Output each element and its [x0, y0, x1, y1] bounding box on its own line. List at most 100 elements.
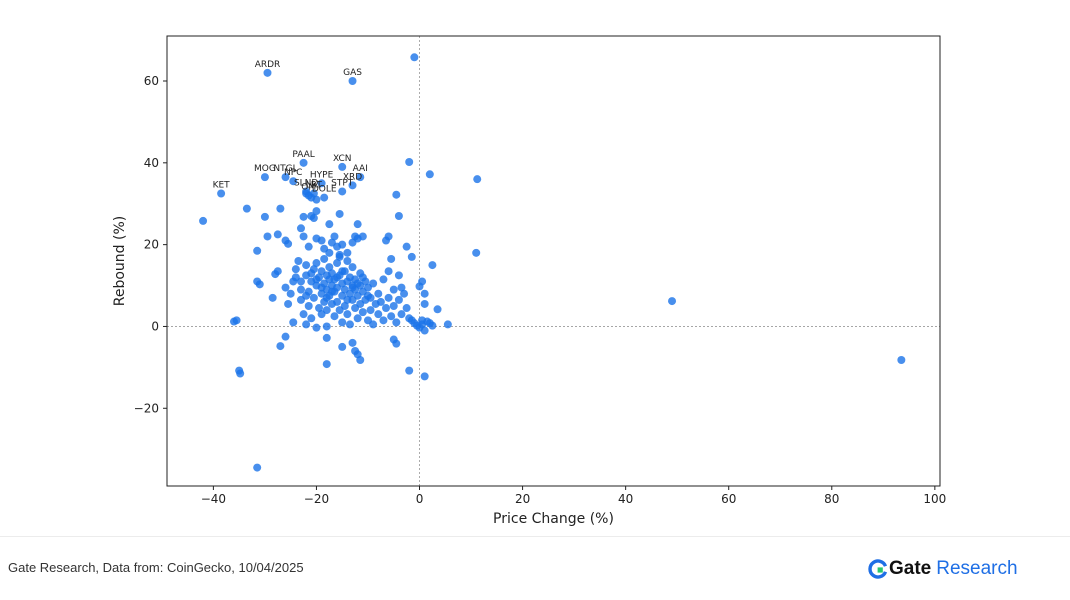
data-point — [374, 310, 383, 319]
data-point — [428, 321, 437, 330]
brand-gate-text: Gate — [889, 558, 932, 579]
data-point — [418, 277, 427, 286]
data-point — [260, 212, 269, 221]
data-point — [299, 232, 308, 241]
data-point — [420, 299, 429, 308]
data-point — [343, 248, 352, 257]
data-point — [389, 302, 398, 310]
data-point — [397, 283, 406, 292]
scatter-chart: ARDR GAS PAAL XCN AAI MOG NTGL NPC HYPE XRD STPT KE… — [112, 35, 946, 527]
data-point — [299, 310, 308, 319]
data-point — [348, 263, 357, 272]
data-point — [353, 279, 362, 288]
labeled-data-point — [299, 158, 308, 167]
data-point — [340, 302, 349, 310]
y-tick-label: 40 — [144, 156, 159, 170]
data-point — [338, 318, 347, 327]
point-label: STPT — [331, 178, 354, 188]
point-label: HYPE — [310, 170, 334, 180]
y-tick-label: 60 — [144, 74, 159, 88]
data-point — [405, 366, 414, 375]
labeled-data-point — [304, 191, 313, 200]
data-point — [376, 297, 385, 306]
data-point — [392, 318, 401, 327]
data-point — [325, 248, 334, 257]
labeled-data-point — [263, 68, 272, 77]
x-tick-label: 40 — [618, 492, 633, 506]
data-point — [397, 310, 406, 319]
data-point — [294, 257, 303, 265]
data-point — [333, 297, 342, 306]
labeled-data-point — [317, 179, 326, 188]
data-point — [273, 267, 282, 276]
data-point — [304, 302, 313, 310]
data-point — [333, 273, 342, 282]
data-point — [358, 232, 367, 241]
point-label: NPC — [284, 168, 302, 178]
data-point — [420, 326, 429, 335]
data-point — [402, 242, 411, 251]
x-axis-title: Price Change (%) — [493, 511, 614, 527]
data-point — [428, 261, 437, 270]
data-point — [299, 212, 308, 221]
labeled-data-point — [356, 173, 365, 182]
gate-logo-icon — [868, 559, 888, 579]
footer: Gate Research, Data from: CoinGecko, 10/… — [0, 536, 1070, 600]
data-point — [317, 236, 326, 245]
data-point — [268, 293, 277, 302]
data-point — [312, 207, 321, 216]
data-point — [327, 287, 336, 296]
point-label: KET — [213, 181, 231, 191]
y-axis-title: Rebound (%) — [112, 216, 128, 306]
data-point — [289, 318, 298, 327]
y-tick-label: 20 — [144, 238, 159, 252]
data-point — [284, 239, 293, 248]
data-point — [407, 252, 416, 261]
data-point — [384, 293, 393, 302]
data-point — [309, 293, 318, 302]
data-point — [358, 273, 367, 282]
data-point — [353, 314, 362, 323]
gate-research-logo: Gate Research — [868, 556, 1018, 582]
point-label: MOG — [254, 164, 276, 174]
data-point — [400, 289, 409, 298]
data-point — [296, 285, 305, 294]
data-point — [387, 254, 396, 263]
data-point — [382, 236, 391, 245]
data-point — [296, 277, 305, 286]
labeled-data-point — [289, 177, 298, 186]
plot-area — [167, 36, 940, 486]
data-point — [387, 312, 396, 321]
point-label: DOLE — [312, 185, 337, 195]
point-label: LRT — [306, 181, 323, 191]
labeled-data-point — [281, 173, 290, 182]
x-tick-label: 0 — [416, 492, 424, 506]
data-point — [335, 209, 344, 218]
data-point — [345, 320, 354, 329]
point-label: NTGL — [273, 164, 297, 174]
data-point — [322, 360, 331, 369]
data-point — [312, 323, 321, 332]
data-point — [322, 293, 331, 302]
data-point — [312, 275, 321, 284]
data-point — [402, 304, 411, 313]
data-point — [389, 285, 398, 294]
source-caption: Gate Research, Data from: CoinGecko, 10/… — [8, 560, 304, 575]
data-point — [369, 320, 378, 329]
data-point — [363, 291, 372, 300]
point-label: ARDR — [255, 60, 281, 70]
data-point — [229, 317, 238, 326]
data-point — [307, 269, 316, 278]
x-tick-label: −40 — [201, 492, 226, 506]
data-point — [418, 316, 427, 325]
point-label: XRD — [343, 172, 362, 182]
y-tick-label: 0 — [151, 319, 159, 333]
labeled-data-point — [348, 77, 357, 85]
data-point — [335, 252, 344, 261]
data-point — [296, 224, 305, 233]
data-point — [392, 339, 401, 348]
labeled-data-point — [348, 181, 357, 190]
data-point — [325, 220, 334, 229]
data-point — [317, 283, 326, 292]
